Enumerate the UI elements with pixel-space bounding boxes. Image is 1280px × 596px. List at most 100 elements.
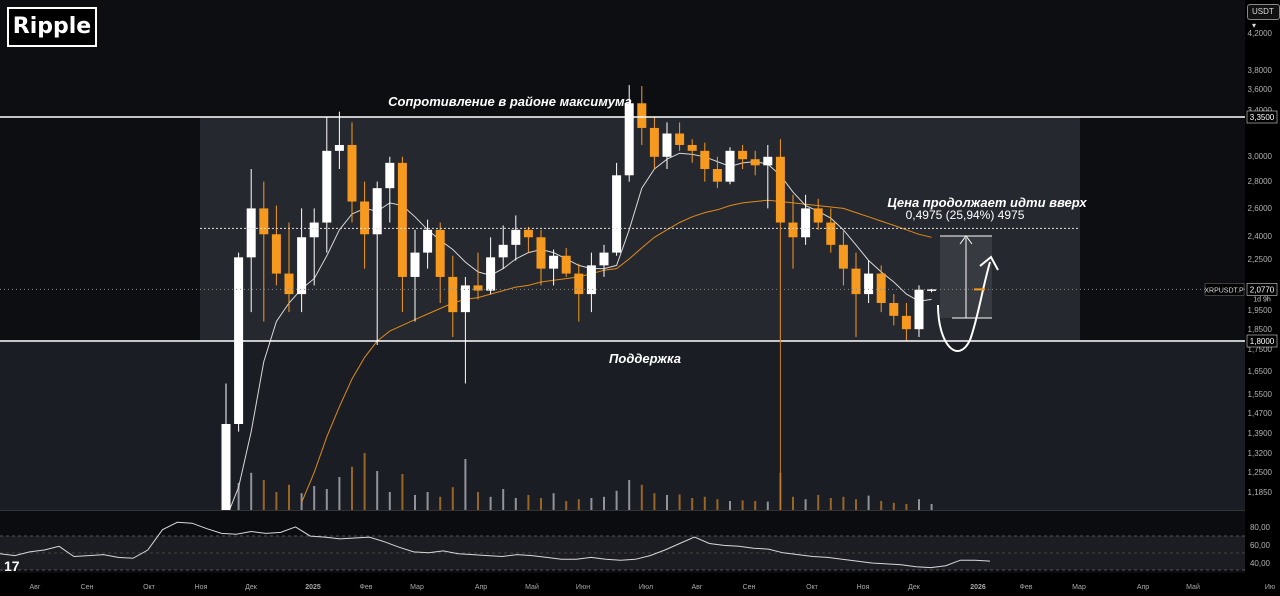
annotation-layer: Сопротивление в районе максимума Поддерж… xyxy=(388,94,1087,366)
resistance-price-tag: 3,3500 xyxy=(1250,113,1275,122)
candle-body xyxy=(889,303,899,316)
candle[interactable] xyxy=(914,285,924,338)
candle[interactable] xyxy=(473,252,483,300)
osc-band xyxy=(0,536,1245,570)
candle[interactable] xyxy=(612,162,622,256)
volume-bar xyxy=(905,504,908,510)
volume-bar xyxy=(729,501,731,510)
volume-bar xyxy=(817,495,820,510)
candle[interactable] xyxy=(738,144,748,170)
candle[interactable] xyxy=(360,181,370,269)
candle[interactable] xyxy=(599,244,609,277)
candle[interactable] xyxy=(246,169,256,313)
candle[interactable] xyxy=(675,122,685,151)
time-axis-label: Июн xyxy=(576,584,590,591)
candle[interactable] xyxy=(410,229,420,322)
candle[interactable] xyxy=(725,147,735,185)
candle[interactable] xyxy=(448,255,458,338)
candle[interactable] xyxy=(586,252,596,313)
candle[interactable] xyxy=(637,86,647,145)
candle[interactable] xyxy=(511,215,521,261)
candle[interactable] xyxy=(624,85,634,182)
candle[interactable] xyxy=(322,117,332,253)
time-axis-label: Авг xyxy=(692,584,703,591)
candle[interactable] xyxy=(234,252,244,432)
candle[interactable] xyxy=(385,156,395,223)
candle[interactable] xyxy=(460,276,470,384)
volume-bar xyxy=(439,496,442,510)
candle[interactable] xyxy=(864,260,874,304)
candle[interactable] xyxy=(221,383,231,510)
candle[interactable] xyxy=(347,122,357,223)
candle[interactable] xyxy=(574,263,584,322)
candle-body xyxy=(599,252,609,266)
candle[interactable] xyxy=(700,142,710,182)
candle[interactable] xyxy=(687,139,697,163)
candle-body xyxy=(360,201,370,235)
candle[interactable] xyxy=(851,252,861,338)
volume-bar xyxy=(918,499,920,510)
osc-tick-label: 80,00 xyxy=(1250,523,1271,532)
candle[interactable] xyxy=(397,156,407,313)
candle-body xyxy=(549,255,559,269)
candle[interactable] xyxy=(423,219,433,269)
candle-body xyxy=(410,252,420,277)
candle-body xyxy=(221,423,231,510)
candle[interactable] xyxy=(662,122,672,170)
resistance-price-tag-box xyxy=(1246,110,1278,124)
time-axis-label: Фев xyxy=(360,584,373,591)
currency-selector[interactable]: USDT ▾ xyxy=(1247,4,1280,30)
candle[interactable] xyxy=(901,303,911,341)
candle[interactable] xyxy=(813,198,823,230)
volume-bar xyxy=(250,472,253,510)
time-axis-label: Июл xyxy=(639,584,653,591)
candle-body xyxy=(574,273,584,295)
chart-background-layer xyxy=(0,0,1245,510)
candle[interactable] xyxy=(763,144,773,209)
candle[interactable] xyxy=(826,208,836,253)
candle[interactable] xyxy=(334,111,344,170)
price-tick-label: 2,8000 xyxy=(1248,177,1273,186)
candle[interactable] xyxy=(801,194,811,245)
price-tick-label: 1,7500 xyxy=(1248,345,1273,354)
candle[interactable] xyxy=(523,226,533,253)
price-tick-label: 1,3900 xyxy=(1248,429,1273,438)
candle[interactable] xyxy=(549,249,559,286)
candle[interactable] xyxy=(889,294,899,326)
volume-bar xyxy=(741,500,744,510)
candle[interactable] xyxy=(876,265,886,313)
candle[interactable] xyxy=(297,208,307,313)
candle[interactable] xyxy=(838,229,848,286)
candle-body xyxy=(536,237,546,269)
candle[interactable] xyxy=(259,181,269,322)
candle-body xyxy=(586,265,596,295)
candle[interactable] xyxy=(927,288,937,293)
volume-bar xyxy=(288,484,290,510)
candle[interactable] xyxy=(712,156,722,189)
candle[interactable] xyxy=(284,222,294,313)
price-tick-label: 3,6000 xyxy=(1248,85,1273,94)
lower-zone-bg xyxy=(0,341,1245,510)
time-axis-label: Окт xyxy=(806,584,819,591)
candle-body xyxy=(561,255,571,274)
candle[interactable] xyxy=(486,237,496,295)
candle[interactable] xyxy=(561,247,571,277)
volume-bar xyxy=(237,483,240,510)
candle[interactable] xyxy=(498,225,508,269)
tradingview-logo-icon[interactable]: 17 xyxy=(4,558,20,574)
candle-body xyxy=(423,229,433,253)
volume-bar xyxy=(540,498,542,510)
candle[interactable] xyxy=(788,194,798,269)
candle-body xyxy=(788,222,798,238)
candle-body xyxy=(649,127,659,157)
candle[interactable] xyxy=(649,117,659,170)
candle-body xyxy=(687,144,697,151)
candle[interactable] xyxy=(536,229,546,286)
candle[interactable] xyxy=(271,205,281,286)
candle[interactable] xyxy=(372,181,382,346)
candle[interactable] xyxy=(309,208,319,286)
volume-bar xyxy=(514,498,517,510)
candle[interactable] xyxy=(750,150,760,176)
volume-bar xyxy=(426,492,429,510)
